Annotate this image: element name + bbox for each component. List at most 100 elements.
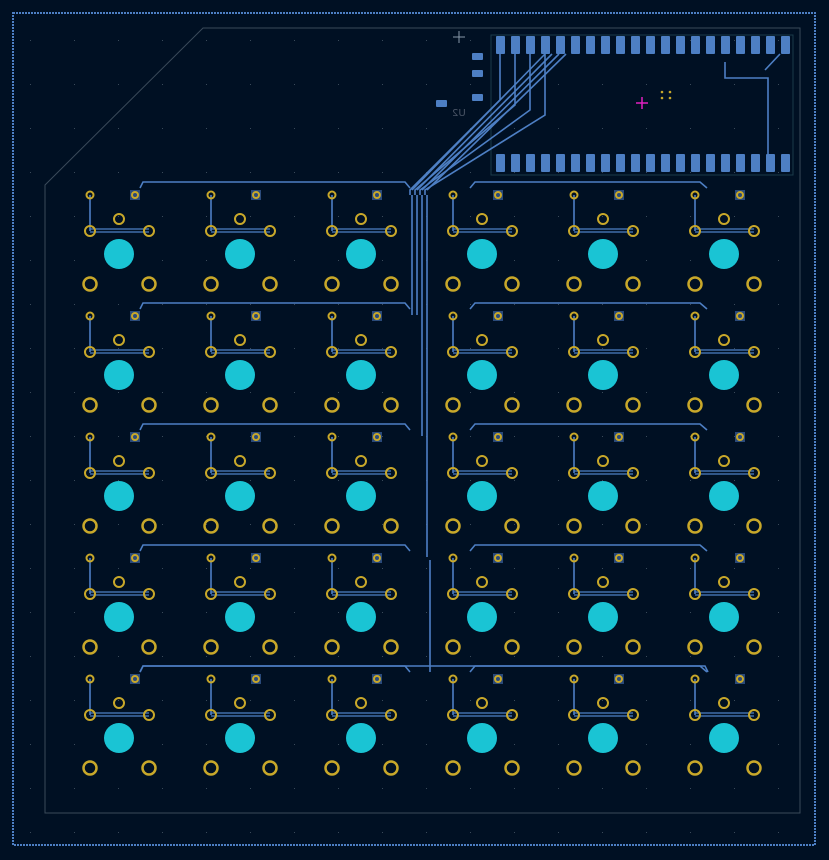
switch-pad[interactable] xyxy=(506,588,518,600)
diode-pad[interactable] xyxy=(131,433,139,441)
mcu-pin-bottom[interactable] xyxy=(541,154,550,172)
switch-pad[interactable] xyxy=(326,225,338,237)
switch-pad[interactable] xyxy=(324,518,340,534)
diode-pad[interactable] xyxy=(615,191,623,199)
mcu-pin-top[interactable] xyxy=(541,36,550,54)
mcu-pin-top[interactable] xyxy=(496,36,505,54)
switch-pad[interactable] xyxy=(687,518,703,534)
diode-pad[interactable] xyxy=(327,311,337,321)
switch-pad[interactable] xyxy=(445,760,461,776)
mcu-pin-bottom[interactable] xyxy=(586,154,595,172)
switch-pad[interactable] xyxy=(748,346,760,358)
mcu-pin-bottom[interactable] xyxy=(766,154,775,172)
key-switch[interactable] xyxy=(203,553,278,655)
mcu-pin-top[interactable] xyxy=(571,36,580,54)
diode-pad[interactable] xyxy=(373,554,381,562)
switch-pad[interactable] xyxy=(84,709,96,721)
diode-pad[interactable] xyxy=(327,190,337,200)
switch-pad[interactable] xyxy=(504,518,520,534)
switch-pad[interactable] xyxy=(383,760,399,776)
key-switch[interactable] xyxy=(324,432,399,534)
switch-pad[interactable] xyxy=(689,346,701,358)
switch-pad[interactable] xyxy=(504,276,520,292)
switch-pad[interactable] xyxy=(625,518,641,534)
diode-pad[interactable] xyxy=(206,311,216,321)
switch-pad[interactable] xyxy=(113,455,125,467)
switch-pad[interactable] xyxy=(566,760,582,776)
switch-pad[interactable] xyxy=(385,346,397,358)
diode-pad-square[interactable] xyxy=(372,432,382,442)
switch-pad[interactable] xyxy=(82,760,98,776)
key-switch[interactable] xyxy=(566,190,641,292)
switch-pad[interactable] xyxy=(687,760,703,776)
mcu-pin-bottom[interactable] xyxy=(556,154,565,172)
switch-pad[interactable] xyxy=(141,397,157,413)
diode-pad[interactable] xyxy=(736,675,744,683)
switch-pad[interactable] xyxy=(385,225,397,237)
diode-pad[interactable] xyxy=(206,190,216,200)
diode-pad[interactable] xyxy=(131,191,139,199)
switch-pad[interactable] xyxy=(234,213,246,225)
switch-pad[interactable] xyxy=(355,697,367,709)
diode-pad[interactable] xyxy=(206,674,216,684)
switch-pad[interactable] xyxy=(566,397,582,413)
switch-pad[interactable] xyxy=(445,639,461,655)
switch-pad[interactable] xyxy=(141,760,157,776)
switch-pad[interactable] xyxy=(234,455,246,467)
switch-pad[interactable] xyxy=(262,276,278,292)
switch-pad[interactable] xyxy=(205,588,217,600)
key-switch[interactable] xyxy=(82,190,157,292)
diode-pad-square[interactable] xyxy=(251,190,261,200)
diode-pad-square[interactable] xyxy=(735,553,745,563)
key-switch[interactable] xyxy=(566,311,641,413)
switch-pad[interactable] xyxy=(689,225,701,237)
diode-pad[interactable] xyxy=(569,190,579,200)
diode-pad[interactable] xyxy=(494,191,502,199)
diode-pad[interactable] xyxy=(569,432,579,442)
diode-pad[interactable] xyxy=(569,311,579,321)
switch-pad[interactable] xyxy=(718,697,730,709)
diode-pad[interactable] xyxy=(690,190,700,200)
diode-pad[interactable] xyxy=(131,312,139,320)
switch-pad[interactable] xyxy=(143,588,155,600)
switch-pad[interactable] xyxy=(326,467,338,479)
diode-pad[interactable] xyxy=(206,553,216,563)
diode-pad-square[interactable] xyxy=(251,311,261,321)
key-switch[interactable] xyxy=(445,190,520,292)
smd-component-pad[interactable] xyxy=(472,94,483,101)
switch-pad[interactable] xyxy=(476,213,488,225)
key-switch[interactable] xyxy=(687,553,762,655)
diode-pad[interactable] xyxy=(373,675,381,683)
switch-pad[interactable] xyxy=(476,576,488,588)
diode-pad-square[interactable] xyxy=(735,432,745,442)
diode-pad[interactable] xyxy=(736,191,744,199)
diode-pad[interactable] xyxy=(252,675,260,683)
diode-pad[interactable] xyxy=(373,433,381,441)
switch-pad[interactable] xyxy=(264,588,276,600)
switch-pad[interactable] xyxy=(355,213,367,225)
switch-pad[interactable] xyxy=(326,709,338,721)
diode-pad-square[interactable] xyxy=(372,190,382,200)
switch-pad[interactable] xyxy=(143,346,155,358)
diode-pad-square[interactable] xyxy=(130,432,140,442)
mcu-pin-top[interactable] xyxy=(601,36,610,54)
switch-pad[interactable] xyxy=(203,639,219,655)
switch-pad[interactable] xyxy=(445,397,461,413)
key-switch[interactable] xyxy=(82,553,157,655)
switch-pad[interactable] xyxy=(383,397,399,413)
mcu-pin-bottom[interactable] xyxy=(631,154,640,172)
key-switch[interactable] xyxy=(203,432,278,534)
diode-pad[interactable] xyxy=(736,433,744,441)
mcu-pin-bottom[interactable] xyxy=(736,154,745,172)
switch-pad[interactable] xyxy=(84,225,96,237)
switch-pad[interactable] xyxy=(597,576,609,588)
key-switch[interactable] xyxy=(82,432,157,534)
diode-pad-square[interactable] xyxy=(251,674,261,684)
switch-pad[interactable] xyxy=(203,276,219,292)
mcu-pin-top[interactable] xyxy=(616,36,625,54)
key-switch[interactable] xyxy=(445,553,520,655)
diode-pad[interactable] xyxy=(85,674,95,684)
switch-pad[interactable] xyxy=(627,467,639,479)
switch-pad[interactable] xyxy=(597,697,609,709)
switch-pad[interactable] xyxy=(264,467,276,479)
